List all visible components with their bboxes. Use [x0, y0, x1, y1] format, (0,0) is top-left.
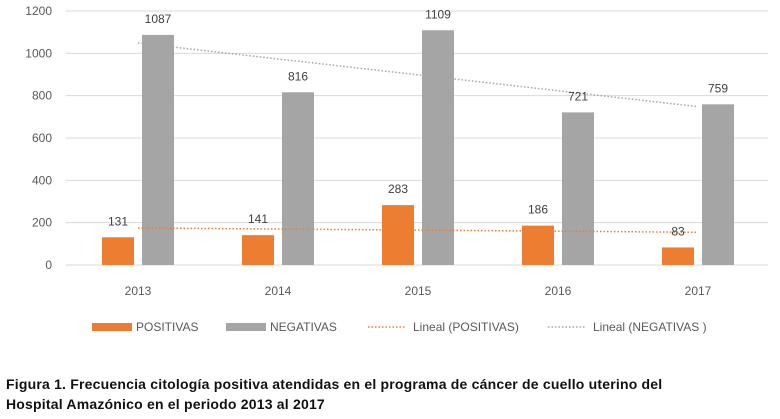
y-tick-label: 0 [45, 258, 52, 272]
bar-negativas [702, 104, 734, 265]
legend-label: Lineal (POSITIVAS) [413, 320, 519, 334]
bar-positivas [242, 235, 274, 265]
data-label: 1109 [425, 7, 451, 21]
data-label: 816 [288, 69, 308, 83]
data-label: 131 [108, 214, 128, 228]
data-label: 141 [248, 212, 268, 226]
data-label: 759 [708, 81, 728, 95]
x-tick-label: 2017 [685, 284, 712, 298]
bar-negativas [422, 30, 454, 265]
y-tick-label: 1000 [25, 46, 52, 60]
caption-line-1: Figura 1. Frecuencia citología positiva … [6, 376, 663, 392]
legend-swatch [92, 323, 132, 331]
bar-positivas [662, 247, 694, 265]
x-tick-label: 2013 [125, 284, 152, 298]
x-tick-label: 2016 [545, 284, 572, 298]
y-tick-label: 1200 [25, 4, 52, 18]
bar-negativas [142, 34, 174, 265]
bar-positivas [102, 237, 134, 265]
legend-label: POSITIVAS [136, 320, 198, 334]
y-tick-label: 200 [32, 216, 52, 230]
data-label: 186 [528, 203, 548, 217]
trendline-positivas [137, 227, 699, 234]
trendline-negativas [137, 42, 699, 108]
x-tick-label: 2015 [405, 284, 432, 298]
legend-swatch [226, 323, 266, 331]
bar-negativas [562, 112, 594, 265]
bar-positivas [522, 225, 554, 265]
data-label: 721 [568, 89, 588, 103]
caption-line-2: Hospital Amazónico en el periodo 2013 al… [6, 396, 325, 412]
data-label: 1087 [145, 12, 172, 26]
x-tick-label: 2014 [265, 284, 292, 298]
y-tick-label: 800 [32, 89, 52, 103]
figure-caption: Figura 1. Frecuencia citología positiva … [6, 374, 776, 414]
bar-positivas [382, 205, 414, 265]
y-tick-label: 400 [32, 173, 52, 187]
data-label: 283 [388, 182, 408, 196]
legend-label: Lineal (NEGATIVAS ) [593, 320, 707, 334]
data-label: 83 [671, 224, 685, 238]
y-tick-label: 600 [32, 131, 52, 145]
bar-negativas [282, 92, 314, 265]
legend-label: NEGATIVAS [270, 320, 337, 334]
